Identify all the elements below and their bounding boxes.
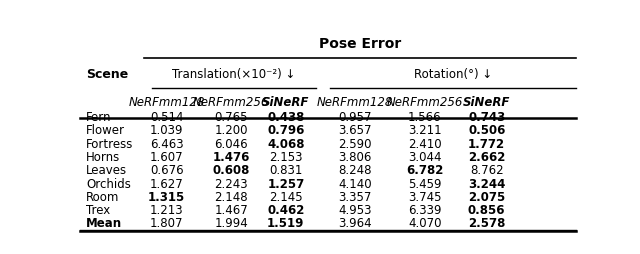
Text: SiNeRF: SiNeRF xyxy=(463,96,511,109)
Text: 3.357: 3.357 xyxy=(339,191,372,204)
Text: 0.608: 0.608 xyxy=(212,164,250,177)
Text: 6.782: 6.782 xyxy=(406,164,444,177)
Text: 0.676: 0.676 xyxy=(150,164,184,177)
Text: Flower: Flower xyxy=(86,124,125,137)
Text: 3.806: 3.806 xyxy=(339,151,372,164)
Text: Rotation(°) ↓: Rotation(°) ↓ xyxy=(414,68,492,81)
Text: 0.796: 0.796 xyxy=(267,124,305,137)
Text: 1.607: 1.607 xyxy=(150,151,184,164)
Text: Translation(×10⁻²) ↓: Translation(×10⁻²) ↓ xyxy=(172,68,296,81)
Text: Fern: Fern xyxy=(86,111,111,124)
Text: 2.148: 2.148 xyxy=(214,191,248,204)
Text: 1.519: 1.519 xyxy=(267,217,305,230)
Text: 1.627: 1.627 xyxy=(150,178,184,190)
Text: 8.762: 8.762 xyxy=(470,164,504,177)
Text: 0.506: 0.506 xyxy=(468,124,506,137)
Text: SiNeRF: SiNeRF xyxy=(262,96,310,109)
Text: 1.476: 1.476 xyxy=(212,151,250,164)
Text: 0.438: 0.438 xyxy=(267,111,305,124)
Text: 2.590: 2.590 xyxy=(339,138,372,151)
Text: Mean: Mean xyxy=(86,217,122,230)
Text: 3.211: 3.211 xyxy=(408,124,442,137)
Text: 1.807: 1.807 xyxy=(150,217,184,230)
Text: 3.244: 3.244 xyxy=(468,178,506,190)
Text: 6.046: 6.046 xyxy=(214,138,248,151)
Text: NeRFmm256: NeRFmm256 xyxy=(387,96,463,109)
Text: 6.339: 6.339 xyxy=(408,204,442,217)
Text: 8.248: 8.248 xyxy=(339,164,372,177)
Text: Trex: Trex xyxy=(86,204,110,217)
Text: 1.467: 1.467 xyxy=(214,204,248,217)
Text: Pose Error: Pose Error xyxy=(319,37,401,51)
Text: NeRFmm128: NeRFmm128 xyxy=(317,96,394,109)
Text: 0.831: 0.831 xyxy=(269,164,303,177)
Text: 1.772: 1.772 xyxy=(468,138,506,151)
Text: Orchids: Orchids xyxy=(86,178,131,190)
Text: 0.462: 0.462 xyxy=(267,204,305,217)
Text: 0.743: 0.743 xyxy=(468,111,506,124)
Text: 0.514: 0.514 xyxy=(150,111,184,124)
Text: 1.315: 1.315 xyxy=(148,191,186,204)
Text: 3.745: 3.745 xyxy=(408,191,442,204)
Text: 2.145: 2.145 xyxy=(269,191,303,204)
Text: 4.068: 4.068 xyxy=(267,138,305,151)
Text: 4.953: 4.953 xyxy=(339,204,372,217)
Text: 0.957: 0.957 xyxy=(339,111,372,124)
Text: 0.856: 0.856 xyxy=(468,204,506,217)
Text: 4.070: 4.070 xyxy=(408,217,442,230)
Text: 2.662: 2.662 xyxy=(468,151,506,164)
Text: 4.140: 4.140 xyxy=(339,178,372,190)
Text: 1.994: 1.994 xyxy=(214,217,248,230)
Text: 2.243: 2.243 xyxy=(214,178,248,190)
Text: Scene: Scene xyxy=(86,68,128,81)
Text: NeRFmm128: NeRFmm128 xyxy=(129,96,205,109)
Text: 5.459: 5.459 xyxy=(408,178,442,190)
Text: 2.578: 2.578 xyxy=(468,217,506,230)
Text: 1.257: 1.257 xyxy=(268,178,305,190)
Text: 1.200: 1.200 xyxy=(214,124,248,137)
Text: 1.566: 1.566 xyxy=(408,111,442,124)
Text: 2.153: 2.153 xyxy=(269,151,303,164)
Text: 3.657: 3.657 xyxy=(339,124,372,137)
Text: NeRFmm256: NeRFmm256 xyxy=(193,96,269,109)
Text: 3.044: 3.044 xyxy=(408,151,442,164)
Text: Horns: Horns xyxy=(86,151,120,164)
Text: Fortress: Fortress xyxy=(86,138,133,151)
Text: 1.039: 1.039 xyxy=(150,124,184,137)
Text: 2.075: 2.075 xyxy=(468,191,506,204)
Text: Leaves: Leaves xyxy=(86,164,127,177)
Text: 3.964: 3.964 xyxy=(339,217,372,230)
Text: 1.213: 1.213 xyxy=(150,204,184,217)
Text: 6.463: 6.463 xyxy=(150,138,184,151)
Text: 2.410: 2.410 xyxy=(408,138,442,151)
Text: Room: Room xyxy=(86,191,119,204)
Text: 0.765: 0.765 xyxy=(214,111,248,124)
